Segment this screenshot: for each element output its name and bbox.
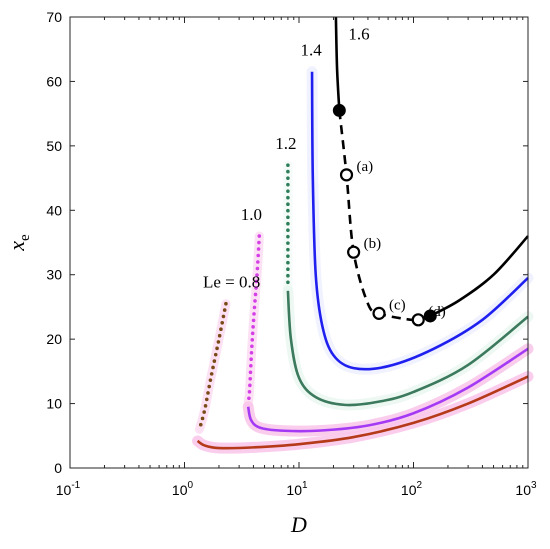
y-tick-label-7: 70 (46, 9, 62, 25)
y-axis-title: xe (4, 234, 33, 252)
x-axis-title: D (290, 512, 307, 537)
y-tick-label-5: 50 (46, 138, 62, 154)
point-label-0: (a) (357, 159, 374, 175)
series-1-dotted-branch (246, 234, 262, 406)
point-label-3: (d) (428, 304, 446, 320)
x-tick-label-exponent: -1 (71, 480, 80, 491)
x-tick-label-exponent: 3 (531, 480, 537, 491)
x-tick-label-base: 10 (172, 482, 188, 498)
x-tick-label-exponent: 1 (302, 480, 308, 491)
series-0-dotted-branch (197, 301, 228, 432)
x-tick-label-1: 100 (172, 480, 194, 498)
series-3-stable-line (310, 71, 529, 371)
x-tick-label-base: 10 (286, 482, 302, 498)
y-tick-label-1: 10 (46, 396, 62, 412)
label-layer: (a) (b) (c) (d) Le = 0.8 1.0 1.2 1.4 1.6 (203, 25, 446, 320)
series-4-filled-marker-0 (332, 103, 346, 117)
x-tick-label-2: 101 (286, 480, 308, 498)
series-0-stable-line (196, 375, 529, 450)
y-tick-label-3: 30 (46, 267, 62, 283)
y-tick-label-4: 40 (46, 202, 62, 218)
series-4-open-marker-2 (372, 306, 386, 320)
curve-label-3: 1.4 (300, 41, 322, 60)
series-4-open-marker-3 (411, 313, 425, 327)
x-tick-label-base: 10 (515, 482, 531, 498)
series-4-dashed-branch (338, 110, 431, 322)
series-4-upper-line (334, 16, 341, 111)
series-4-open-marker-0 (339, 168, 354, 182)
x-tick-label-exponent: 0 (188, 480, 194, 491)
y-tick-label-6: 60 (46, 73, 62, 89)
y-axis-title-subscript: e (17, 234, 33, 241)
series-2-stable-line (286, 290, 529, 407)
point-label-2: (c) (389, 297, 406, 313)
x-tick-label-4: 103 (515, 480, 537, 498)
curve-halo-layer (192, 66, 534, 454)
series-4-lower-line (429, 235, 529, 318)
curve-label-2: 1.2 (275, 134, 296, 153)
curve-label-1: 1.0 (241, 205, 262, 224)
curve-layer (196, 16, 529, 450)
marker-layer (332, 103, 437, 327)
x-tick-label-exponent: 2 (417, 480, 423, 491)
series-4-filled-marker-1 (423, 309, 437, 323)
x-tick-label-3: 102 (401, 480, 423, 498)
y-tick-label-0: 0 (54, 460, 62, 476)
x-tick-label-0: 10-1 (56, 480, 81, 498)
y-axis-title-main: x (4, 241, 29, 252)
series-4-open-marker-1 (347, 245, 361, 259)
point-label-1: (b) (364, 236, 382, 252)
plot-frame (69, 16, 529, 469)
series-1-stable-line (246, 347, 529, 433)
x-tick-label-base: 10 (56, 482, 72, 498)
curve-label-0: Le = 0.8 (203, 273, 260, 292)
y-tick-label-2: 20 (46, 331, 62, 347)
x-tick-label-base: 10 (401, 482, 417, 498)
curve-label-4: 1.6 (348, 25, 369, 44)
